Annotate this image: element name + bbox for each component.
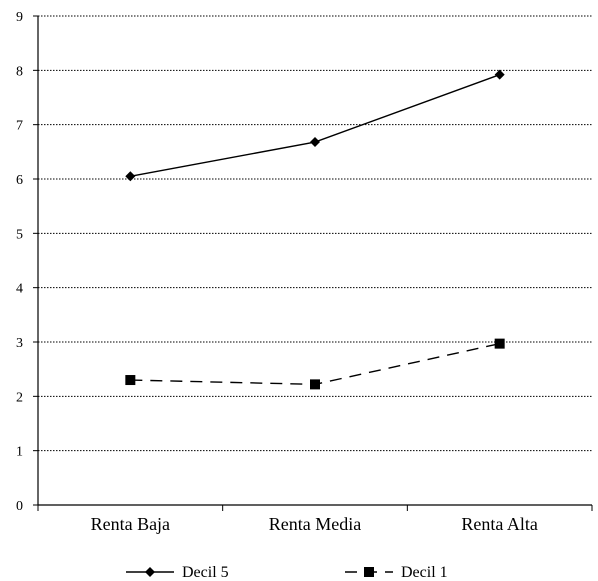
series-line: [130, 342, 500, 386]
legend-item: Decil 1: [345, 564, 448, 581]
y-tick-label: 4: [16, 282, 23, 297]
legend-item: Decil 5: [126, 564, 229, 581]
y-tick-label: 3: [16, 336, 23, 351]
legend-marker: [364, 567, 374, 577]
series-line: [130, 74, 500, 177]
legend-label: Decil 5: [182, 564, 229, 581]
y-tick-label: 1: [16, 445, 23, 460]
x-category-label: Renta Baja: [91, 514, 170, 534]
legend-label: Decil 1: [401, 564, 448, 581]
data-point: [125, 171, 136, 182]
y-tick-label: 6: [16, 173, 23, 188]
y-tick-label: 5: [16, 227, 23, 242]
y-tick-label: 8: [16, 64, 23, 79]
series-lines: [125, 69, 505, 390]
series-decil-1: [125, 338, 505, 390]
data-point: [494, 69, 505, 80]
y-tick-label: 7: [16, 119, 23, 134]
y-tick-label: 9: [16, 10, 23, 25]
series-decil-5: [125, 69, 505, 182]
legend-marker: [145, 567, 155, 577]
x-category-label: Renta Alta: [461, 514, 537, 534]
gridlines: [38, 15, 592, 452]
y-tick-label: 0: [16, 499, 23, 514]
legend: Decil 5 Decil 1: [126, 564, 448, 581]
y-tick-label: 2: [16, 390, 23, 405]
data-point: [310, 379, 320, 390]
axes: 0 1 2 3 4 5 6 7 8 9 Renta Baja Renta Media Renta Alt…: [16, 10, 593, 534]
data-point: [494, 338, 505, 349]
x-category-label: Renta Media: [269, 514, 361, 534]
data-point: [310, 137, 320, 148]
data-point: [125, 375, 136, 386]
